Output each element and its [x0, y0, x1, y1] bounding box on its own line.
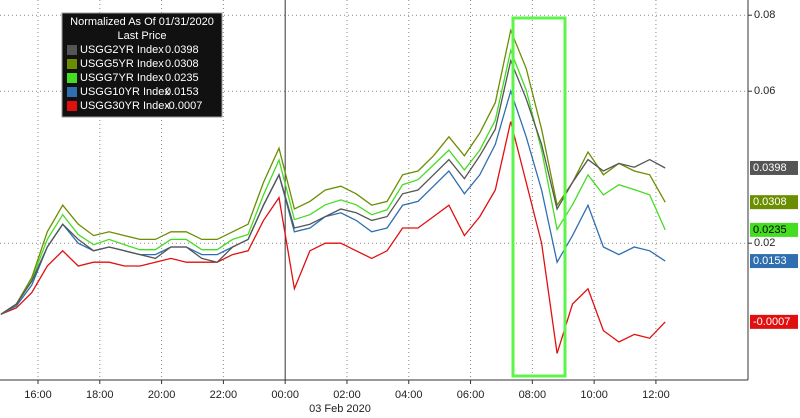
x-tick-label: 12:00: [642, 389, 670, 401]
value-tag-label: 0.0235: [753, 224, 787, 236]
legend-value: 0.0308: [165, 58, 199, 70]
series-line: [0, 48, 666, 315]
x-tick-label: 04:00: [395, 389, 423, 401]
legend-label: USGG2YR Index: [80, 44, 164, 56]
x-axis-label: 03 Feb 2020: [309, 403, 371, 415]
x-tick-label: 20:00: [148, 389, 176, 401]
legend-value: 0.0153: [165, 86, 199, 98]
y-tick-label: 0.02: [754, 237, 775, 249]
value-tag-label: -0.0007: [753, 316, 790, 328]
legend-label: USGG30YR Index: [80, 100, 170, 112]
legend-value: 0.0235: [165, 72, 199, 84]
lines: [0, 28, 666, 354]
value-tag-label: 0.0153: [753, 255, 787, 267]
legend: Normalized As Of 01/31/2020 Last Price U…: [61, 12, 223, 118]
x-tick-label: 22:00: [210, 389, 238, 401]
value-tag-label: 0.0398: [753, 162, 787, 174]
value-tag: [750, 195, 798, 210]
y-tick-label: 0.08: [754, 9, 775, 21]
legend-value: 0.0398: [165, 44, 199, 56]
value-tag: [750, 254, 798, 269]
x-tick-label: 02:00: [333, 389, 361, 401]
y-tick-label: 0.06: [754, 85, 775, 97]
legend-swatch: [67, 59, 77, 69]
legend-value: -0.0007: [165, 100, 202, 112]
legend-swatch: [67, 45, 77, 55]
legend-swatch: [67, 87, 77, 97]
value-tag: [750, 222, 798, 237]
value-tag-label: 0.0308: [753, 196, 787, 208]
series-line: [0, 28, 666, 315]
legend-title: Normalized As Of 01/31/2020: [70, 16, 214, 28]
x-tick-label: 06:00: [457, 389, 485, 401]
legend-subtitle: Last Price: [118, 30, 167, 42]
series-line: [0, 121, 666, 354]
legend-box: [61, 12, 223, 118]
value-tag: [750, 160, 798, 175]
legend-label: USGG5YR Index: [80, 58, 164, 70]
legend-swatch: [67, 101, 77, 111]
x-tick-label: 18:00: [86, 389, 114, 401]
legend-label: USGG10YR Index: [80, 86, 170, 98]
x-tick-label: 00:00: [271, 389, 299, 401]
x-tick-label: 16:00: [24, 389, 52, 401]
x-tick-label: 10:00: [580, 389, 608, 401]
x-tick-label: 08:00: [519, 389, 547, 401]
legend-label: USGG7YR Index: [80, 72, 164, 84]
legend-swatch: [67, 73, 77, 83]
highlight-box: [511, 16, 567, 378]
value-tag: [750, 314, 798, 329]
series-line: [0, 58, 666, 315]
